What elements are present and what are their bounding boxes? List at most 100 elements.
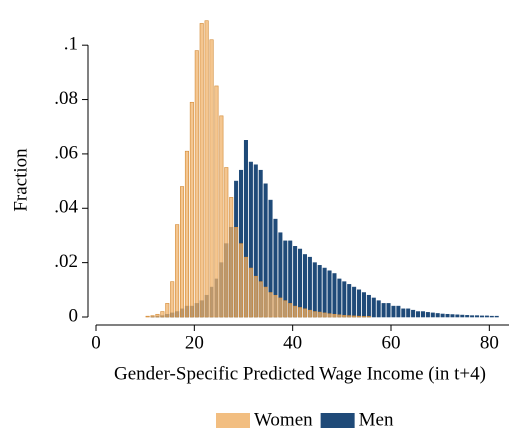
bar (391, 305, 396, 318)
bar (145, 315, 150, 318)
bar (371, 297, 376, 318)
bar (263, 286, 268, 318)
y-axis-label: Fraction (10, 148, 31, 212)
bar (298, 248, 303, 318)
bar (248, 267, 253, 318)
bar (175, 224, 180, 318)
bar (347, 284, 352, 318)
bar (312, 262, 317, 318)
bar (298, 307, 303, 318)
bar (322, 267, 327, 318)
bar (366, 316, 371, 318)
y-tick-label: 0 (69, 305, 79, 326)
bar (361, 292, 366, 318)
x-tick-label: 20 (185, 332, 204, 353)
bar (209, 39, 214, 318)
legend-swatch (320, 413, 355, 428)
bar (160, 311, 165, 318)
bar (337, 314, 342, 318)
bar (460, 314, 465, 318)
bar (357, 315, 362, 318)
bar (465, 315, 470, 318)
bar (386, 303, 391, 318)
bar (445, 313, 450, 318)
x-axis-label: Gender-Specific Predicted Wage Income (i… (114, 363, 486, 384)
bar (430, 312, 435, 318)
bar (342, 315, 347, 318)
bar (352, 286, 357, 318)
y-tick-label: .04 (54, 197, 78, 218)
bar (288, 303, 293, 318)
y-tick-label: .02 (54, 251, 78, 272)
bar (293, 305, 298, 318)
bar (401, 308, 406, 318)
bar (440, 313, 445, 318)
bar (234, 227, 239, 318)
y-tick-label: .1 (64, 34, 78, 55)
bar (317, 265, 322, 318)
x-tick-label: 0 (91, 332, 101, 353)
bar (302, 254, 307, 318)
bar (455, 314, 460, 318)
bar (376, 300, 381, 318)
bar (302, 308, 307, 318)
bar (435, 313, 440, 318)
bar (416, 311, 421, 318)
bar (278, 297, 283, 318)
bar (322, 312, 327, 318)
bar (268, 292, 273, 318)
bar (332, 313, 337, 318)
bar (199, 23, 204, 318)
bar (189, 101, 194, 318)
bar (180, 186, 185, 318)
bar (396, 305, 401, 318)
bar (307, 309, 312, 318)
bar (337, 278, 342, 318)
bar (327, 313, 332, 318)
bar (258, 281, 263, 318)
bar (420, 311, 425, 318)
bar (406, 308, 411, 318)
bar (150, 315, 155, 318)
bar (342, 281, 347, 318)
bar (219, 115, 224, 318)
bar (273, 294, 278, 318)
bar (165, 303, 170, 318)
bar (155, 313, 160, 318)
legend-swatch (216, 413, 250, 428)
bar (229, 197, 234, 318)
bar (312, 311, 317, 318)
y-tick-label: .08 (54, 88, 78, 109)
bar (450, 314, 455, 318)
legend-label: Men (359, 409, 394, 430)
bar (239, 243, 244, 318)
bar (484, 315, 489, 318)
x-tick-label: 80 (480, 332, 499, 353)
bar (357, 289, 362, 318)
bar (470, 315, 475, 318)
bar (327, 270, 332, 318)
y-tick-label: .06 (54, 142, 78, 163)
bar (317, 311, 322, 318)
bar (425, 312, 430, 318)
bar (494, 315, 499, 318)
bar (411, 309, 416, 318)
x-tick-label: 60 (382, 332, 401, 353)
x-tick-label: 40 (283, 332, 302, 353)
bar (347, 315, 352, 318)
bar (307, 256, 312, 318)
bar (361, 316, 366, 318)
bar (475, 315, 480, 318)
bar (170, 281, 175, 318)
bar (243, 256, 248, 318)
bar (224, 167, 229, 318)
bar (214, 85, 219, 318)
bar (194, 50, 199, 318)
legend-label: Women (254, 409, 313, 430)
bar (381, 303, 386, 318)
bar (479, 315, 484, 318)
bar (352, 315, 357, 318)
bar (204, 20, 209, 318)
